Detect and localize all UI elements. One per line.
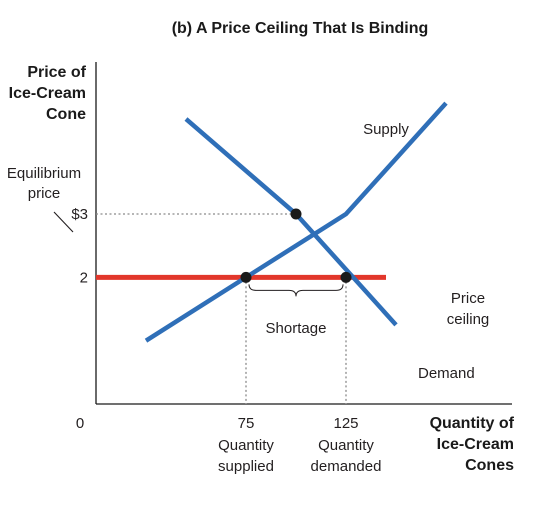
x-axis-title: Cones bbox=[465, 457, 514, 474]
x-axis-title: Quantity of bbox=[430, 415, 515, 432]
demand-label: Demand bbox=[418, 365, 475, 382]
shortage-label: Shortage bbox=[266, 320, 327, 337]
equilibrium bbox=[290, 208, 302, 220]
caption-pointer bbox=[53, 211, 74, 233]
chart-title: (b) A Price Ceiling That Is Binding bbox=[172, 20, 429, 37]
y-tick-caption: price bbox=[28, 185, 61, 202]
y-tick-label: $3 bbox=[71, 206, 88, 223]
y-axis-title: Cone bbox=[46, 106, 86, 123]
price-ceiling-label: Price bbox=[451, 290, 485, 307]
x-tick-label: 75 bbox=[238, 415, 255, 432]
x-tick-caption: supplied bbox=[218, 458, 274, 475]
x-tick-label: 125 bbox=[333, 415, 358, 432]
origin-label: 0 bbox=[76, 415, 84, 432]
x-tick-caption: Quantity bbox=[218, 437, 274, 454]
x-axis-title: Ice-Cream bbox=[437, 436, 514, 453]
shortage-brace bbox=[248, 284, 344, 297]
y-axis-title: Ice-Cream bbox=[9, 85, 86, 102]
supply-label: Supply bbox=[363, 121, 409, 138]
quantity-supplied-point bbox=[240, 271, 252, 283]
x-tick-caption: demanded bbox=[311, 458, 382, 475]
x-tick-caption: Quantity bbox=[318, 437, 374, 454]
price-ceiling-label: ceiling bbox=[447, 311, 490, 328]
y-tick-caption: Equilibrium bbox=[7, 165, 81, 182]
supply-curve bbox=[144, 101, 448, 343]
y-axis-title: Price of bbox=[27, 64, 86, 81]
y-tick-label: 2 bbox=[80, 269, 88, 286]
quantity-demanded-point bbox=[340, 271, 352, 283]
